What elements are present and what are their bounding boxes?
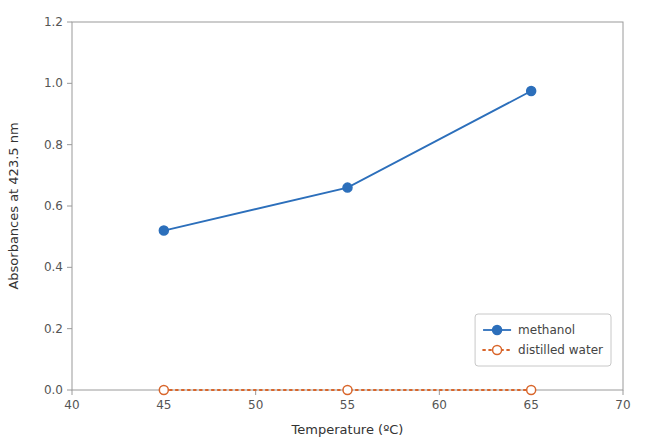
x-tick-label: 60 [432, 398, 447, 412]
x-tick-label: 65 [524, 398, 539, 412]
x-tick-label: 50 [248, 398, 263, 412]
point [527, 386, 536, 395]
y-tick-label: 0.4 [44, 260, 63, 274]
legend-item: methanol [483, 323, 575, 337]
legend-box [475, 314, 611, 366]
y-tick [67, 144, 72, 145]
series [159, 87, 535, 236]
y-tick [67, 328, 72, 329]
point [343, 183, 352, 192]
x-tick-label: 70 [615, 398, 630, 412]
legend-marker [493, 346, 502, 355]
y-tick [67, 83, 72, 84]
series-line [164, 91, 531, 231]
x-axis-label: Temperature (ºC) [291, 422, 404, 437]
point [527, 87, 536, 96]
y-tick [67, 267, 72, 268]
y-tick-label: 0.6 [44, 199, 63, 213]
y-tick-label: 0.8 [44, 138, 63, 152]
chart-container: 40 45 50 55 60 65 70 0.0 0.2 0.4 0.6 0.8 1.0 1.2 Tempe… [0, 0, 645, 448]
y-tick [67, 390, 72, 391]
y-axis-label: Absorbances at 423.5 nm [6, 122, 21, 289]
legend-marker [493, 326, 502, 335]
chart-svg: 40 45 50 55 60 65 70 0.0 0.2 0.4 0.6 0.8 1.0 1.2 Tempe… [0, 0, 645, 448]
x-tick [72, 390, 73, 395]
y-tick-label: 0.2 [44, 322, 63, 336]
legend-label: distilled water [518, 343, 603, 357]
x-tick [623, 390, 624, 395]
legend: methanol distilled water [475, 314, 611, 366]
legend-label: methanol [518, 323, 575, 337]
x-tick-label: 45 [156, 398, 171, 412]
series [159, 386, 535, 395]
point [343, 386, 352, 395]
legend-item: distilled water [483, 343, 603, 357]
x-tick-label: 40 [64, 398, 79, 412]
y-tick-label: 1.0 [44, 76, 63, 90]
point [159, 226, 168, 235]
y-tick-label: 1.2 [44, 15, 63, 29]
y-tick [67, 22, 72, 23]
x-tick-label: 55 [340, 398, 355, 412]
y-tick-label: 0.0 [44, 383, 63, 397]
y-tick [67, 206, 72, 207]
plot-frame [72, 22, 623, 390]
axes: 40 45 50 55 60 65 70 0.0 0.2 0.4 0.6 0.8 1.0 1.2 [44, 15, 631, 412]
point [159, 386, 168, 395]
